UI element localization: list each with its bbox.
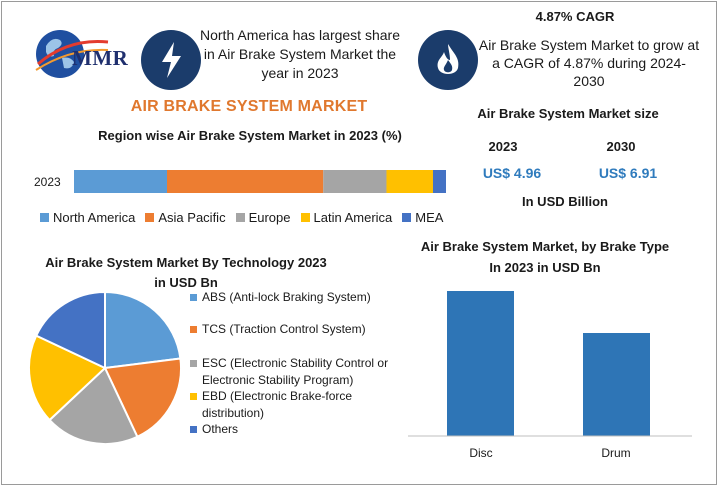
cagr-growth-note: Air Brake System Market to grow at a CAG… [478, 37, 700, 89]
brake-type-chart-title: Air Brake System Market, by Brake Type I… [420, 239, 670, 275]
bar-segment-north-america [74, 170, 167, 193]
market-size-value-2023: US$ 4.96 [482, 165, 542, 181]
pie-slice-0 [104, 290, 182, 370]
market-size-title: Air Brake System Market size [477, 106, 659, 121]
legend-ebd: EBD (Electronic Brake-force distribution… [190, 388, 375, 422]
brake-category-disc: Disc [469, 446, 493, 460]
pie-slice-1 [103, 357, 182, 439]
legend-others: Others [190, 421, 238, 438]
flame-icon [418, 30, 478, 90]
main-title: AIR BRAKE SYSTEM MARKET [130, 98, 368, 115]
legend-mea: MEA [402, 210, 443, 225]
region-bar-year-label: 2023 [34, 175, 61, 189]
logo-text: MMR [72, 46, 129, 70]
north-america-share-note: North America has largest share in Air B… [200, 27, 400, 81]
pie-slice-2 [48, 366, 139, 445]
pie-slice-4 [34, 290, 106, 370]
technology-chart-title: Air Brake System Market By Technology 20… [26, 253, 346, 293]
region-stacked-bar [74, 170, 446, 193]
lightning-bolt-icon [141, 30, 201, 90]
market-size-value-2030: US$ 6.91 [598, 165, 658, 181]
pie-slice-3 [28, 334, 107, 422]
region-chart-title: Region wise Air Brake System Market in 2… [98, 128, 402, 143]
technology-pie-chart [28, 290, 182, 445]
bar-segment-europe [323, 170, 387, 193]
bar-segment-asia-pacific [167, 170, 324, 193]
globe-logo-icon [35, 30, 109, 78]
legend-north-america: North America [40, 210, 135, 225]
bar-drum [583, 333, 650, 436]
bar-disc [447, 291, 514, 436]
legend-europe: Europe [235, 210, 291, 225]
legend-asia-pacific: Asia Pacific [145, 210, 226, 225]
technology-title-line: Air Brake System Market By Technology 20… [45, 255, 327, 270]
cagr-title: 4.87% CAGR [535, 9, 615, 24]
legend-tcs: TCS (Traction Control System) [190, 321, 366, 338]
technology-subtitle-line: in USD Bn [154, 275, 218, 290]
brake-category-drum: Drum [601, 446, 631, 460]
market-size-unit: In USD Billion [522, 194, 608, 209]
bar-segment-mea [432, 170, 446, 193]
brake-type-bar-chart [408, 291, 692, 437]
market-size-year-2030: 2030 [606, 139, 636, 154]
bar-segment-latin-america [386, 170, 433, 193]
legend-esc: ESC (Electronic Stability Control or Ele… [190, 355, 405, 389]
market-size-year-2023: 2023 [488, 139, 518, 154]
legend-latin-america: Latin America [300, 210, 392, 225]
legend-abs: ABS (Anti-lock Braking System) [190, 289, 371, 306]
region-legend: North America Asia Pacific Europe Latin … [40, 210, 460, 225]
